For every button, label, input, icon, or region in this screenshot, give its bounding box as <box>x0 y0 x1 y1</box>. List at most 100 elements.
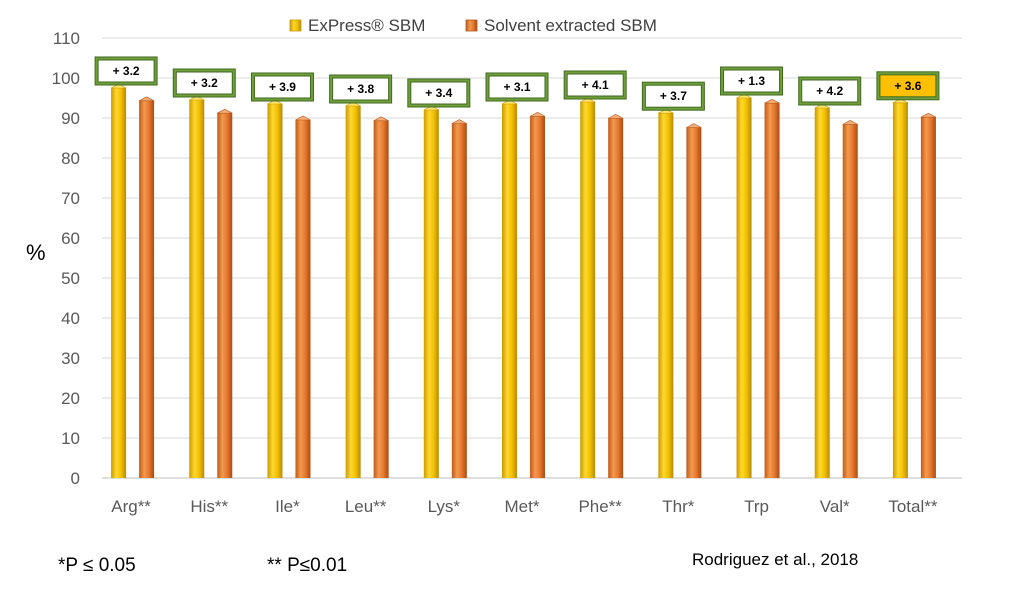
bar-solvent-cap <box>295 115 311 121</box>
bar-solvent-cap <box>217 108 233 114</box>
difference-label: + 4.2 <box>816 84 843 98</box>
bar-solvent-cap <box>920 112 937 118</box>
y-tick-label: 30 <box>61 349 80 368</box>
bar-express-cap <box>110 83 127 89</box>
bar-express-cap <box>736 93 752 99</box>
bar-express <box>502 104 517 478</box>
difference-label: + 3.7 <box>660 89 687 103</box>
y-axis-label: % <box>26 240 46 265</box>
difference-box <box>97 59 155 83</box>
x-axis-ticks: Arg** His** Ile* Leu** Lys* Met* Phe** Thr* Trp V… <box>111 497 938 516</box>
difference-box <box>801 79 859 103</box>
difference-box <box>566 73 624 97</box>
bar-solvent <box>139 100 155 479</box>
difference-callouts: + 3.2 + 3.2 + 3.9 + 3.8 + 3.4 + 3.1 + 4.1 + 3.7… <box>94 56 940 111</box>
bar-solvent-cap <box>138 96 155 102</box>
y-tick-label: 70 <box>61 189 80 208</box>
bar-solvent-cap <box>529 112 546 117</box>
bar-express-cap <box>814 103 830 109</box>
bar-solvent <box>842 124 858 479</box>
y-tick-label: 10 <box>61 429 80 448</box>
difference-box <box>488 75 546 99</box>
difference-box <box>332 77 390 101</box>
bar-solvent <box>451 123 467 478</box>
bar-solvent <box>373 120 389 479</box>
legend-swatch <box>289 19 302 32</box>
difference-box <box>253 75 311 99</box>
bar-express <box>580 102 596 478</box>
difference-box <box>723 69 781 93</box>
y-tick-label: 80 <box>61 149 80 168</box>
bar-express-cap <box>501 99 518 105</box>
y-tick-label: 100 <box>52 69 80 88</box>
bar-express-cap <box>345 101 361 107</box>
bar-solvent-cap <box>686 123 702 128</box>
bar-express <box>736 98 752 478</box>
difference-label: + 3.2 <box>191 76 218 90</box>
bar-express <box>423 110 439 478</box>
legend: ExPress® SBM Solvent extracted SBM <box>289 16 657 35</box>
x-tick-label: Thr* <box>662 497 695 516</box>
difference-label: + 1.3 <box>738 74 765 88</box>
bar-express <box>189 100 205 478</box>
difference-box <box>410 81 468 105</box>
bar-express-cap <box>189 95 205 101</box>
bar-solvent <box>686 127 702 478</box>
bar-express <box>658 113 674 478</box>
difference-label: + 3.8 <box>347 82 374 96</box>
bar-solvent <box>920 117 936 478</box>
bar-express <box>345 106 361 478</box>
bar-express-cap <box>658 108 674 114</box>
bar-solvent <box>217 113 233 478</box>
bar-solvent-cap <box>608 114 624 119</box>
bar-express-cap <box>580 97 596 103</box>
significance-note-p01: ** P≤0.01 <box>267 555 348 576</box>
difference-label: + 4.1 <box>582 78 609 92</box>
y-axis-ticks: 0 10 20 30 40 50 60 70 80 90 100 110 <box>52 29 80 488</box>
x-tick-label: Lys* <box>428 497 461 516</box>
significance-note-p05: *P ≤ 0.05 <box>58 555 136 576</box>
legend-swatch <box>465 19 478 32</box>
source-citation: Rodriguez et al., 2018 <box>692 550 859 569</box>
y-tick-label: 90 <box>61 109 80 128</box>
bar-express <box>111 88 127 478</box>
y-tick-label: 60 <box>61 229 80 248</box>
difference-label: + 3.2 <box>113 64 140 78</box>
difference-box <box>879 74 937 98</box>
difference-label: + 3.4 <box>425 86 452 100</box>
x-tick-label: Phe** <box>578 497 622 516</box>
bars <box>110 83 937 479</box>
x-tick-label: Arg** <box>111 497 151 516</box>
bar-express-cap <box>423 105 439 111</box>
y-tick-label: 40 <box>61 309 80 328</box>
bar-solvent-cap <box>373 116 389 122</box>
legend-label: Solvent extracted SBM <box>484 16 657 35</box>
bar-solvent-cap <box>842 120 858 125</box>
x-tick-label: Met* <box>505 497 540 516</box>
y-tick-label: 0 <box>71 469 80 488</box>
bar-solvent <box>530 116 545 479</box>
bar-solvent-cap <box>451 119 467 124</box>
x-tick-label: His** <box>190 497 228 516</box>
x-tick-label: Ile* <box>275 497 300 516</box>
difference-label: + 3.9 <box>269 80 296 94</box>
bar-express-cap <box>267 99 283 105</box>
difference-label: + 3.1 <box>503 80 530 94</box>
bar-express <box>892 102 908 479</box>
bar-solvent <box>608 118 624 479</box>
difference-box <box>175 71 233 95</box>
y-tick-label: 20 <box>61 389 80 408</box>
difference-label: + 3.6 <box>894 79 921 93</box>
bar-express <box>267 104 283 478</box>
legend-label: ExPress® SBM <box>308 16 425 35</box>
y-tick-label: 50 <box>61 269 80 288</box>
y-tick-label: 110 <box>53 29 80 48</box>
difference-box <box>644 84 702 108</box>
bar-solvent <box>764 103 780 478</box>
x-tick-label: Leu** <box>345 497 387 516</box>
x-tick-label: Trp <box>744 497 769 516</box>
x-tick-label: Val* <box>820 497 850 516</box>
bar-solvent <box>295 120 311 478</box>
bar-express <box>814 108 830 478</box>
